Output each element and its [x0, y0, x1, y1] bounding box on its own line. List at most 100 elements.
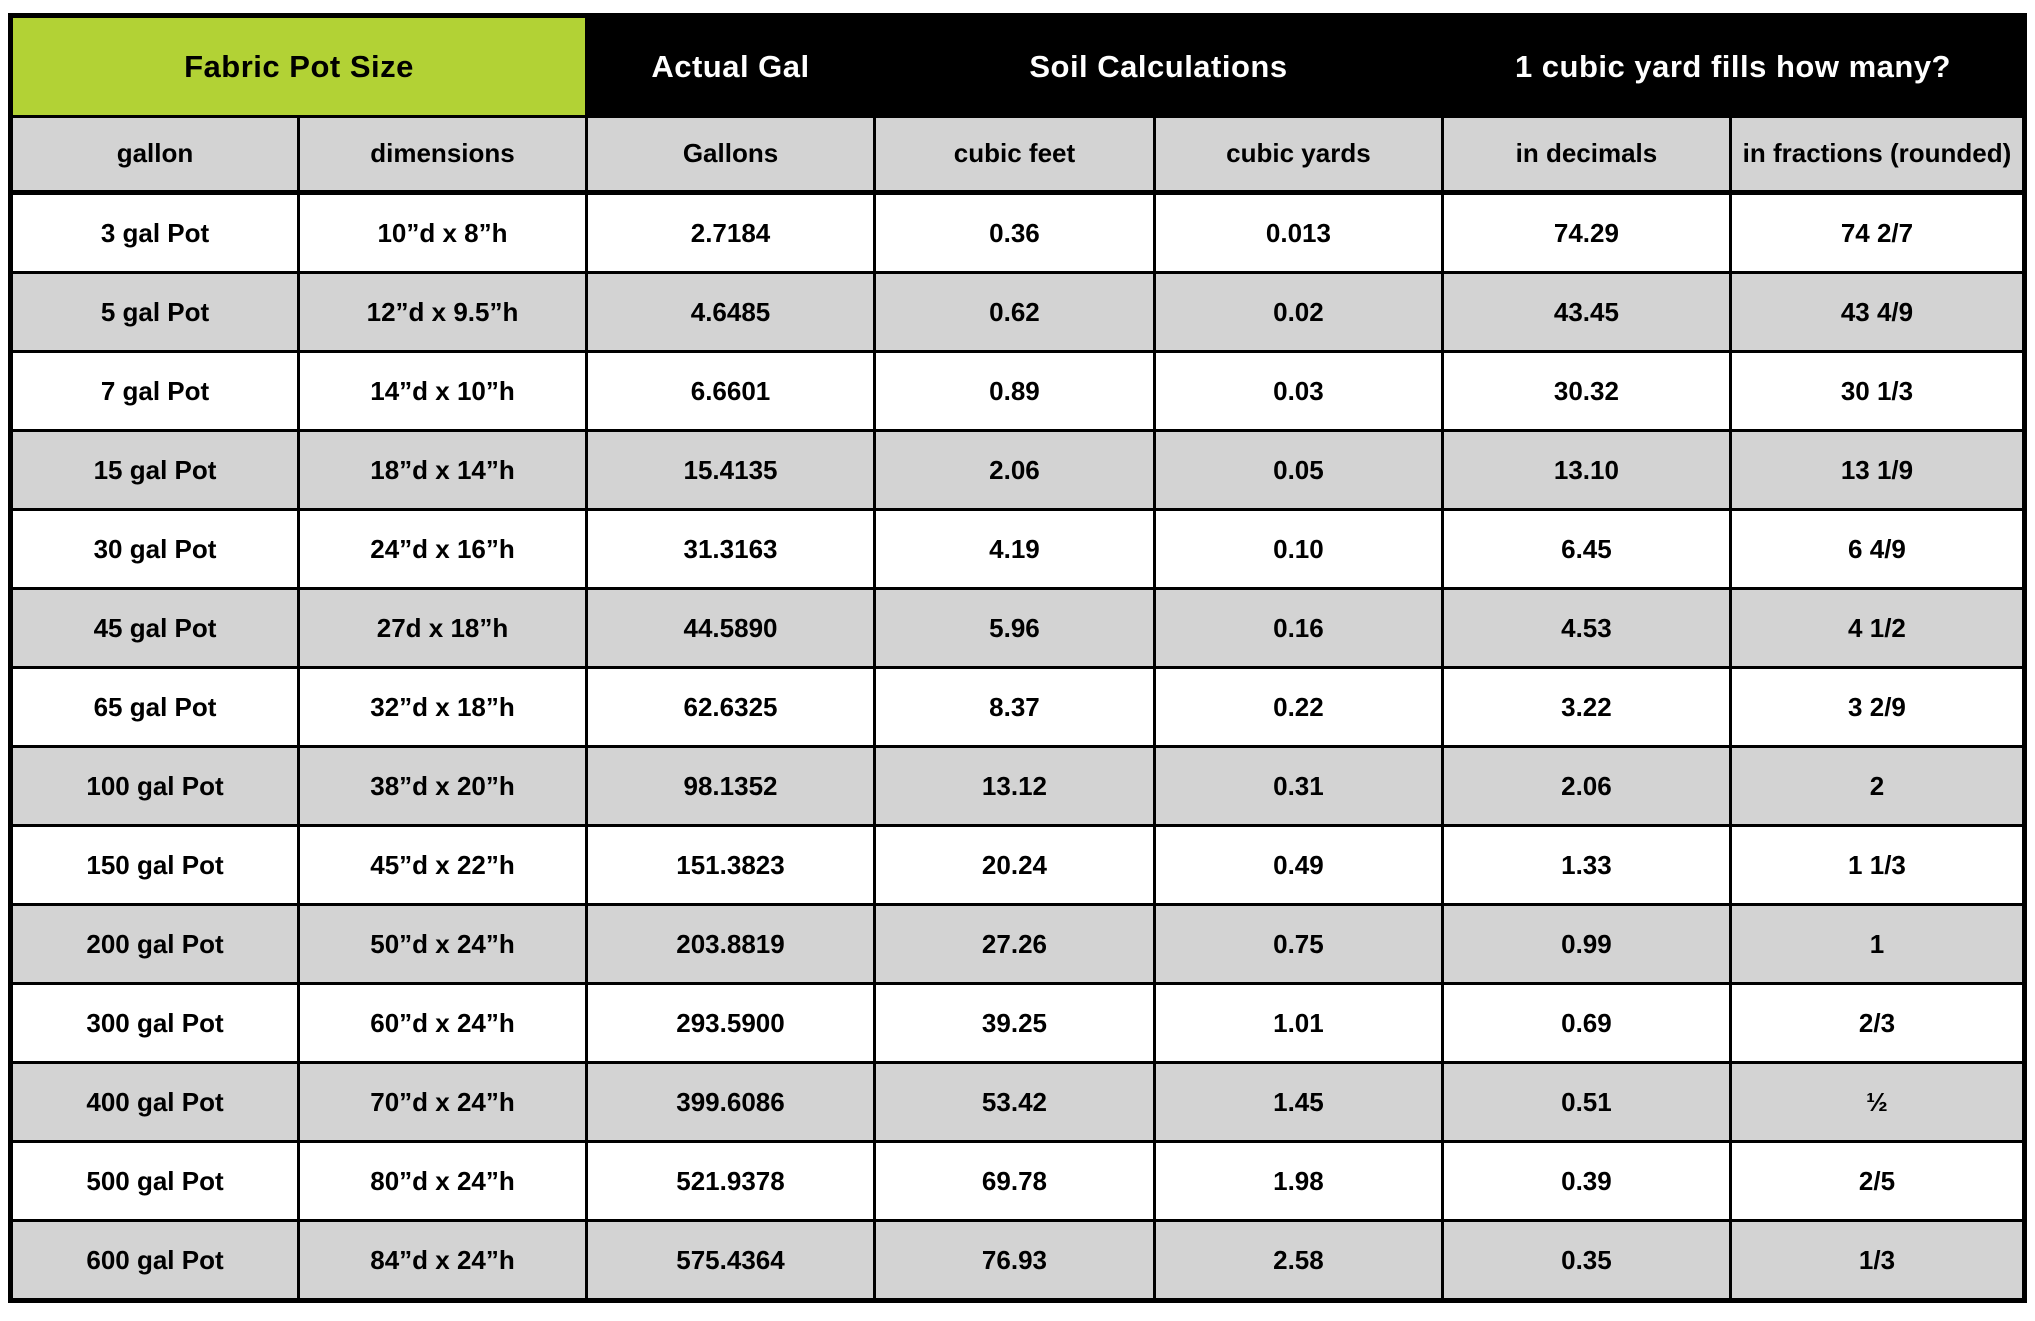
cell-dimensions: 45”d x 22”h	[297, 824, 588, 906]
cell-cubic-yards: 0.75	[1152, 903, 1444, 985]
cell-gallons: 293.5900	[585, 982, 876, 1064]
cell-cubic-feet: 8.37	[873, 666, 1156, 748]
cell-dimensions: 12”d x 9.5”h	[297, 271, 588, 353]
column-header-in-fractions: in fractions (rounded)	[1728, 115, 2027, 195]
cell-gallons: 15.4135	[585, 429, 876, 511]
cell-gallons: 521.9378	[585, 1140, 876, 1222]
table-row: 400 gal Pot 70”d x 24”h 399.6086 53.42 1.45 0…	[9, 1061, 2027, 1143]
cell-in-decimals: 0.69	[1440, 982, 1732, 1064]
group-header-cubic-yard-fills: 1 cubic yard fills how many?	[1440, 14, 2027, 118]
column-header-in-decimals: in decimals	[1440, 115, 1732, 195]
cell-in-fractions: 6 4/9	[1728, 508, 2027, 590]
cell-gallons: 203.8819	[585, 903, 876, 985]
cell-dimensions: 10”d x 8”h	[297, 191, 588, 274]
cell-cubic-yards: 0.02	[1152, 271, 1444, 353]
cell-in-fractions: 3 2/9	[1728, 666, 2027, 748]
table-row: 200 gal Pot 50”d x 24”h 203.8819 27.26 0.75 0…	[9, 903, 2027, 985]
cell-dimensions: 80”d x 24”h	[297, 1140, 588, 1222]
cell-cubic-yards: 1.45	[1152, 1061, 1444, 1143]
cell-cubic-feet: 69.78	[873, 1140, 1156, 1222]
cell-cubic-feet: 53.42	[873, 1061, 1156, 1143]
cell-cubic-feet: 4.19	[873, 508, 1156, 590]
cell-in-fractions: 30 1/3	[1728, 350, 2027, 432]
table-body: 3 gal Pot 10”d x 8”h 2.7184 0.36 0.013 74.29 7…	[9, 191, 2027, 1302]
cell-gallons: 399.6086	[585, 1061, 876, 1143]
table-row: 15 gal Pot 18”d x 14”h 15.4135 2.06 0.05 13.1…	[9, 429, 2027, 511]
cell-dimensions: 84”d x 24”h	[297, 1219, 588, 1302]
cell-dimensions: 50”d x 24”h	[297, 903, 588, 985]
table-row: 150 gal Pot 45”d x 22”h 151.3823 20.24 0.49 1…	[9, 824, 2027, 906]
cell-gallon: 200 gal Pot	[9, 903, 300, 985]
cell-cubic-yards: 0.31	[1152, 745, 1444, 827]
cell-in-fractions: 74 2/7	[1728, 191, 2027, 274]
cell-in-fractions: 4 1/2	[1728, 587, 2027, 669]
cell-in-decimals: 3.22	[1440, 666, 1732, 748]
cell-gallon: 3 gal Pot	[9, 191, 300, 274]
cell-cubic-yards: 1.01	[1152, 982, 1444, 1064]
cell-cubic-yards: 2.58	[1152, 1219, 1444, 1302]
cell-in-decimals: 1.33	[1440, 824, 1732, 906]
cell-cubic-feet: 20.24	[873, 824, 1156, 906]
table-row: 500 gal Pot 80”d x 24”h 521.9378 69.78 1.98 0…	[9, 1140, 2027, 1222]
cell-gallon: 400 gal Pot	[9, 1061, 300, 1143]
table-row: 7 gal Pot 14”d x 10”h 6.6601 0.89 0.03 30.32 3…	[9, 350, 2027, 432]
table-row: 100 gal Pot 38”d x 20”h 98.1352 13.12 0.31 2.…	[9, 745, 2027, 827]
cell-in-fractions: 1	[1728, 903, 2027, 985]
cell-gallon: 30 gal Pot	[9, 508, 300, 590]
cell-gallons: 2.7184	[585, 191, 876, 274]
cell-in-decimals: 0.39	[1440, 1140, 1732, 1222]
cell-gallon: 600 gal Pot	[9, 1219, 300, 1302]
cell-cubic-yards: 0.05	[1152, 429, 1444, 511]
table-row: 3 gal Pot 10”d x 8”h 2.7184 0.36 0.013 74.29 7…	[9, 191, 2027, 274]
cell-gallon: 45 gal Pot	[9, 587, 300, 669]
cell-in-decimals: 2.06	[1440, 745, 1732, 827]
cell-dimensions: 60”d x 24”h	[297, 982, 588, 1064]
cell-gallons: 44.5890	[585, 587, 876, 669]
cell-gallons: 98.1352	[585, 745, 876, 827]
cell-cubic-feet: 39.25	[873, 982, 1156, 1064]
cell-in-fractions: 2/3	[1728, 982, 2027, 1064]
cell-in-fractions: ½	[1728, 1061, 2027, 1143]
table-row: 600 gal Pot 84”d x 24”h 575.4364 76.93 2.58 0…	[9, 1219, 2027, 1302]
cell-in-fractions: 1 1/3	[1728, 824, 2027, 906]
table-row: 30 gal Pot 24”d x 16”h 31.3163 4.19 0.10 6.45…	[9, 508, 2027, 590]
cell-cubic-yards: 0.013	[1152, 191, 1444, 274]
cell-gallon: 65 gal Pot	[9, 666, 300, 748]
cell-cubic-yards: 0.22	[1152, 666, 1444, 748]
cell-dimensions: 32”d x 18”h	[297, 666, 588, 748]
cell-cubic-feet: 76.93	[873, 1219, 1156, 1302]
column-header-dimensions: dimensions	[297, 115, 588, 195]
cell-in-decimals: 0.51	[1440, 1061, 1732, 1143]
cell-in-decimals: 4.53	[1440, 587, 1732, 669]
cell-in-decimals: 13.10	[1440, 429, 1732, 511]
cell-in-fractions: 13 1/9	[1728, 429, 2027, 511]
cell-gallons: 62.6325	[585, 666, 876, 748]
cell-cubic-feet: 5.96	[873, 587, 1156, 669]
table-row: 300 gal Pot 60”d x 24”h 293.5900 39.25 1.01 0…	[9, 982, 2027, 1064]
cell-cubic-feet: 13.12	[873, 745, 1156, 827]
group-header-fabric-pot-size: Fabric Pot Size	[9, 14, 588, 118]
table-row: 45 gal Pot 27d x 18”h 44.5890 5.96 0.16 4.53 4…	[9, 587, 2027, 669]
cell-in-decimals: 0.99	[1440, 903, 1732, 985]
cell-dimensions: 70”d x 24”h	[297, 1061, 588, 1143]
column-header-row: gallon dimensions Gallons cubic feet cub…	[9, 115, 2027, 195]
table-row: 65 gal Pot 32”d x 18”h 62.6325 8.37 0.22 3.22…	[9, 666, 2027, 748]
cell-gallons: 6.6601	[585, 350, 876, 432]
column-header-gallons: Gallons	[585, 115, 876, 195]
group-header-row: Fabric Pot Size Actual Gal Soil Calculat…	[9, 14, 2027, 118]
cell-gallon: 15 gal Pot	[9, 429, 300, 511]
cell-in-fractions: 2	[1728, 745, 2027, 827]
cell-gallon: 5 gal Pot	[9, 271, 300, 353]
cell-dimensions: 18”d x 14”h	[297, 429, 588, 511]
cell-gallon: 7 gal Pot	[9, 350, 300, 432]
cell-in-decimals: 74.29	[1440, 191, 1732, 274]
group-header-soil-calculations: Soil Calculations	[873, 14, 1444, 118]
cell-dimensions: 14”d x 10”h	[297, 350, 588, 432]
cell-cubic-yards: 0.10	[1152, 508, 1444, 590]
cell-in-decimals: 43.45	[1440, 271, 1732, 353]
cell-dimensions: 38”d x 20”h	[297, 745, 588, 827]
cell-cubic-feet: 0.36	[873, 191, 1156, 274]
cell-in-fractions: 43 4/9	[1728, 271, 2027, 353]
cell-cubic-feet: 0.62	[873, 271, 1156, 353]
